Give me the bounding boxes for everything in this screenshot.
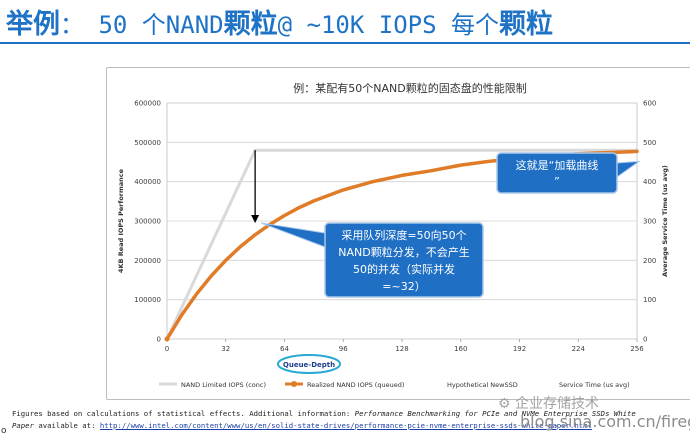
y2-tick-label: 400 — [643, 178, 656, 186]
legend-label-2: Hypothetical NewSSD — [447, 381, 518, 389]
x-tick-label: 0 — [165, 345, 169, 353]
knee-callout-line-2: 50的并发（实际并发 — [353, 262, 455, 276]
xlabel-highlight-ellipse — [277, 354, 341, 374]
footnote-text-1: Figures based on calculations of statist… — [12, 409, 355, 418]
y2-axis-label: Average Service Time (us avg) — [661, 165, 669, 277]
watermark-badge-text: 企业存储技术 — [515, 396, 600, 412]
knee-callout-box — [324, 222, 484, 298]
title-divider — [0, 42, 690, 44]
legend-marker-1 — [291, 381, 297, 387]
y-axis-label: 4KB Read IOPS Performance — [117, 168, 125, 273]
x-tick-label: 128 — [395, 345, 408, 353]
slide-title-mid: ： 50 个 — [60, 11, 166, 39]
slide-title-chip2: 颗粒 — [498, 9, 553, 40]
curve-callout-line-0: 这就是“加载曲线 — [516, 158, 599, 172]
y-tick-label: 100000 — [134, 296, 161, 304]
x-tick-label: 224 — [572, 345, 586, 353]
footnote: Figures based on calculations of statist… — [12, 408, 636, 432]
x-tick-label: 256 — [630, 345, 644, 353]
y2-tick-label: 600 — [643, 100, 656, 108]
y2-tick-label: 0 — [643, 336, 647, 344]
y-tick-label: 400000 — [134, 178, 161, 186]
legend-label-1: Realized NAND IOPS (queued) — [307, 381, 404, 389]
knee-callout-line-3: =~32） — [382, 280, 425, 293]
x-tick-label: 96 — [339, 345, 348, 353]
slide-title-prefix: 举例 — [6, 9, 60, 40]
knee-callout-line-0: 采用队列深度=50向50个 — [341, 228, 466, 242]
watermark-badge: ⚙ 企业存储技术 — [498, 396, 600, 412]
x-tick-label: 64 — [280, 345, 289, 353]
chart-canvas: 0 100000 200000 300000 400000 500000 600000 0 10… — [117, 81, 669, 389]
footnote-ref-2: Paper — [12, 421, 34, 430]
curve-callout-line-1: ” — [554, 175, 560, 188]
footnote-link[interactable]: http://www.intel.com/content/www/us/en/s… — [99, 421, 592, 430]
footnote-line-1: Figures based on calculations of statist… — [12, 408, 636, 420]
y2-tick-label: 300 — [643, 218, 656, 226]
knee-arrow-head — [251, 215, 260, 223]
slide-title-mid2: @ ~10K IOPS 每个 — [277, 11, 499, 39]
slide-title-nand: NAND — [165, 11, 224, 39]
y-tick-label: 300000 — [134, 218, 161, 226]
y-tick-label: 0 — [157, 336, 161, 344]
curve-callout-box — [496, 152, 618, 194]
x-axis-label: Queue-Depth — [283, 361, 335, 369]
footnote-text-2: available at: — [33, 421, 100, 430]
watermark-site: blog.sina.com.cn/firegi — [520, 412, 690, 431]
chart-frame: 0 100000 200000 300000 400000 500000 600000 0 10… — [106, 67, 690, 400]
knee-callout-line-1: NAND颗粒分发，不会产生 — [338, 245, 469, 259]
chart-title: 例：某配有50个NAND颗粒的固态盘的性能限制 — [293, 81, 526, 95]
y-tick-label: 500000 — [134, 139, 161, 147]
slide-title-chip: 颗粒 — [223, 9, 278, 40]
slide-title: 举例： 50 个NAND颗粒@ ~10K IOPS 每个颗粒 — [6, 2, 686, 40]
y-tick-label: 200000 — [134, 257, 161, 265]
x-tick-label: 160 — [454, 345, 467, 353]
y2-tick-label: 200 — [643, 257, 656, 265]
y2-tick-label: 100 — [643, 296, 656, 304]
x-tick-label: 192 — [513, 345, 526, 353]
series-origin-point — [164, 336, 170, 342]
side-mark: o — [1, 426, 7, 436]
footnote-ref-1: Performance Benchmarking for PCIe and NV… — [354, 409, 636, 418]
y2-tick-label: 500 — [643, 139, 656, 147]
legend-label-0: NAND Limited IOPS (conc) — [181, 381, 266, 389]
legend-label-3: Service Time (us avg) — [559, 381, 630, 389]
y-tick-label: 600000 — [134, 100, 161, 108]
x-tick-label: 32 — [221, 345, 230, 353]
footnote-line-2: Paper available at: http://www.intel.com… — [12, 420, 612, 432]
